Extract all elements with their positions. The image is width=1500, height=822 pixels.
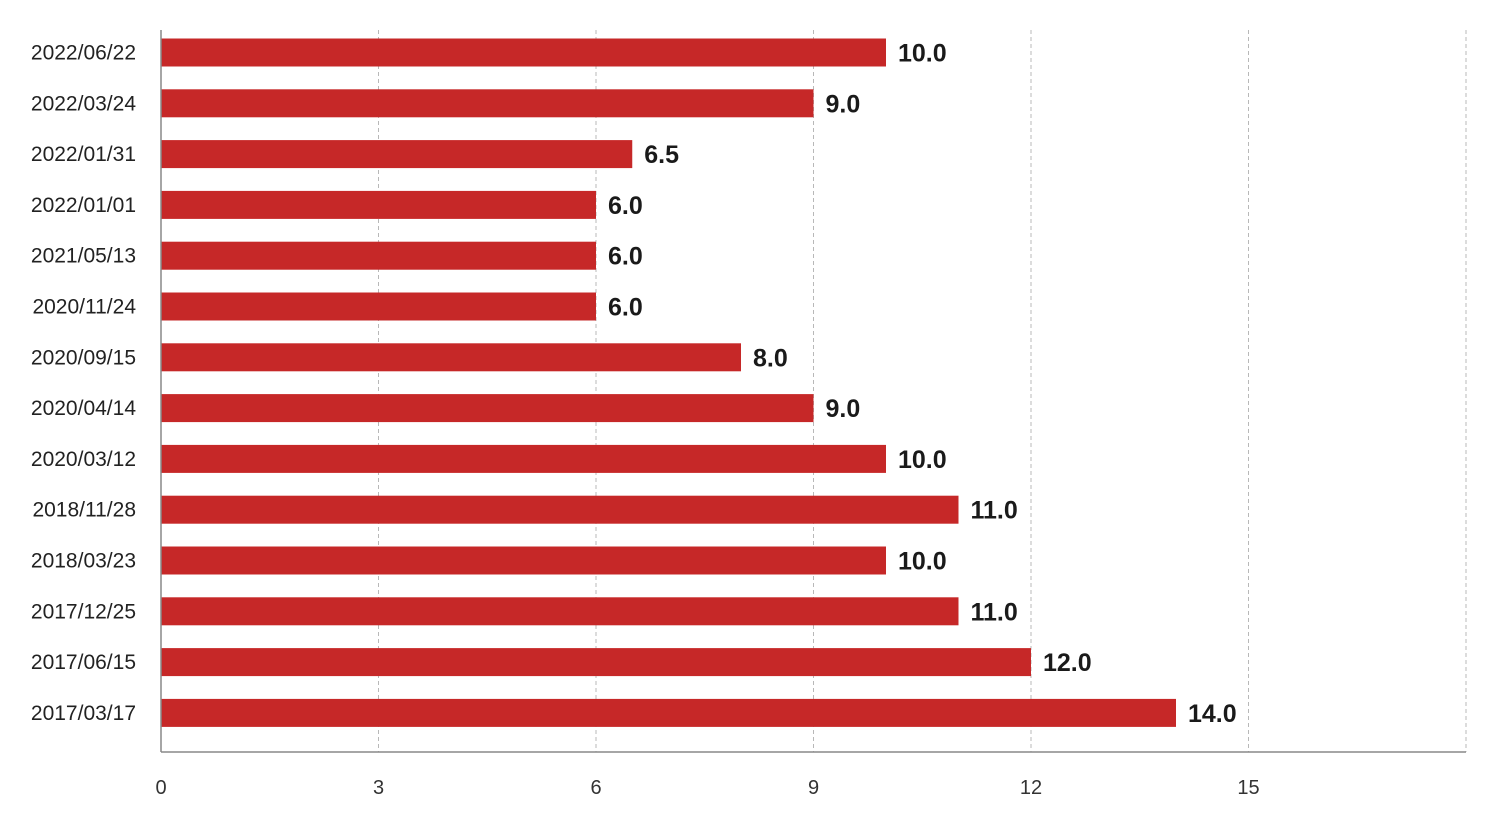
category-label: 2022/03/24 (31, 92, 136, 115)
grid-lines (378, 30, 1467, 752)
bar-2020/03/12 (161, 444, 886, 473)
category-label: 2018/03/23 (31, 550, 136, 573)
x-tick-label: 15 (1237, 777, 1259, 799)
category-label: 2017/12/25 (31, 600, 136, 623)
value-label: 10.0 (898, 446, 947, 474)
x-tick-label: 3 (373, 777, 384, 799)
bar-2017/03/17 (161, 698, 1176, 727)
category-label: 2018/11/28 (32, 499, 136, 522)
x-tick-label: 0 (155, 777, 166, 799)
bar-2021/05/13 (161, 241, 596, 270)
bar-2022/06/22 (161, 38, 886, 67)
category-label: 2020/11/24 (32, 296, 136, 319)
bars (161, 38, 1176, 727)
bar-2020/09/15 (161, 343, 741, 372)
value-label: 11.0 (971, 497, 1018, 525)
x-tick-label: 12 (1020, 777, 1042, 799)
category-label: 2020/09/15 (31, 346, 136, 369)
category-label: 2022/06/22 (31, 42, 136, 65)
category-label: 2020/04/14 (31, 397, 136, 420)
value-label: 9.0 (826, 90, 861, 118)
value-label: 6.0 (608, 294, 643, 322)
value-label: 9.0 (826, 395, 861, 423)
axes (160, 30, 1466, 753)
bar-2022/01/31 (161, 140, 633, 169)
labels: 2022/06/22 10.0 2022/03/24 9.0 2022/01/31 6.5… (31, 40, 1260, 800)
category-label: 2022/01/01 (31, 194, 136, 217)
bar-2022/03/24 (161, 89, 814, 118)
bar-2020/11/24 (161, 292, 596, 321)
bar-2018/11/28 (161, 495, 959, 524)
category-label: 2020/03/12 (31, 448, 136, 471)
value-label: 14.0 (1188, 700, 1237, 728)
value-label: 10.0 (898, 548, 947, 576)
bar-2018/03/23 (161, 546, 886, 575)
value-label: 11.0 (971, 598, 1018, 626)
x-tick-label: 6 (590, 777, 601, 799)
value-label: 6.0 (608, 243, 643, 271)
bar-2022/01/01 (161, 190, 596, 219)
x-tick-label: 9 (808, 777, 819, 799)
value-label: 8.0 (753, 344, 788, 372)
category-label: 2017/06/15 (31, 651, 136, 674)
category-label: 2022/01/31 (31, 143, 136, 166)
bar-2017/06/15 (161, 648, 1031, 677)
category-label: 2021/05/13 (31, 245, 136, 268)
value-label: 6.5 (644, 141, 679, 169)
value-label: 6.0 (608, 192, 643, 220)
value-label: 10.0 (898, 40, 947, 68)
bar-2017/12/25 (161, 597, 959, 626)
category-label: 2017/03/17 (31, 702, 136, 725)
bar-2020/04/14 (161, 394, 814, 423)
value-label: 12.0 (1043, 649, 1092, 677)
